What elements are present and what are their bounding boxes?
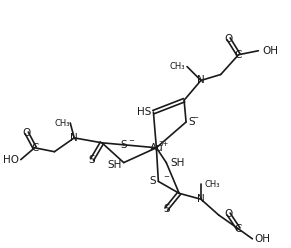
Text: S: S [150,176,156,186]
Text: HS: HS [137,107,151,117]
Text: N: N [197,194,205,204]
Text: C: C [235,224,242,234]
Text: SH: SH [170,158,184,168]
Text: O: O [225,34,233,44]
Text: 3+: 3+ [158,141,168,147]
Text: N: N [197,75,205,86]
Text: CH₃: CH₃ [55,119,70,127]
Text: N: N [70,133,78,143]
Text: CH₃: CH₃ [205,180,220,189]
Text: O: O [23,128,31,138]
Text: −: − [129,138,134,144]
Text: S: S [163,204,170,214]
Text: OH: OH [262,46,278,56]
Text: C: C [31,143,38,153]
Text: C: C [235,50,242,60]
Text: CH₃: CH₃ [170,62,185,71]
Text: −: − [163,174,169,181]
Text: Au: Au [150,143,163,153]
Text: S: S [188,117,195,127]
Text: HO: HO [3,155,19,165]
Text: S: S [89,155,95,165]
Text: S: S [120,140,127,150]
Text: SH: SH [107,159,122,170]
Text: −: − [192,115,198,121]
Text: OH: OH [254,234,270,244]
Text: O: O [225,209,233,219]
